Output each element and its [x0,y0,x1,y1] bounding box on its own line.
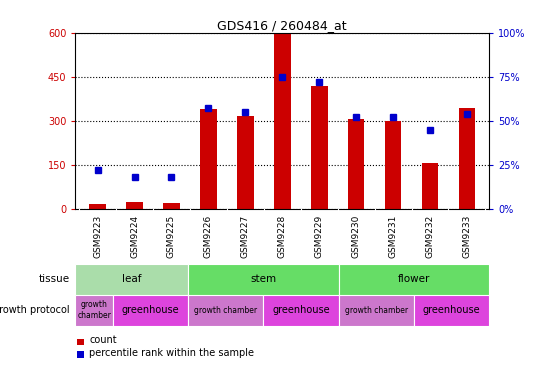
Bar [75,264,188,295]
Text: growth chamber: growth chamber [345,306,408,315]
Text: stem: stem [250,274,277,284]
Text: flower: flower [397,274,430,284]
Text: GSM9232: GSM9232 [425,214,434,258]
Text: GSM9233: GSM9233 [462,214,471,258]
Bar [458,108,475,209]
Bar [163,203,180,209]
Text: GSM9230: GSM9230 [352,214,361,258]
Bar [339,295,414,326]
Text: greenhouse: greenhouse [122,305,179,315]
Text: count: count [89,335,117,346]
Text: GSM9227: GSM9227 [241,214,250,258]
Bar [75,295,113,326]
Text: GSM9228: GSM9228 [278,214,287,258]
Text: percentile rank within the sample: percentile rank within the sample [89,348,254,358]
Text: leaf: leaf [122,274,141,284]
Bar [188,295,263,326]
Text: growth
chamber: growth chamber [77,300,111,320]
Bar [311,86,328,209]
Title: GDS416 / 260484_at: GDS416 / 260484_at [217,19,347,32]
Bar [263,295,339,326]
Bar [126,202,143,209]
Bar [237,116,254,209]
Bar [188,264,339,295]
Bar [89,204,106,209]
Text: greenhouse: greenhouse [272,305,330,315]
Bar [200,109,217,209]
Text: GSM9225: GSM9225 [167,214,176,258]
Text: growth protocol: growth protocol [0,305,70,315]
Text: GSM9223: GSM9223 [93,214,102,258]
Bar [339,264,489,295]
Text: greenhouse: greenhouse [423,305,480,315]
Text: GSM9231: GSM9231 [389,214,397,258]
Text: GSM9229: GSM9229 [315,214,324,258]
Text: GSM9224: GSM9224 [130,214,139,258]
Bar [348,119,364,209]
Text: GSM9226: GSM9226 [204,214,213,258]
Bar [414,295,489,326]
Bar [385,121,401,209]
Bar [421,163,438,209]
Text: tissue: tissue [39,274,70,284]
Bar [274,34,291,209]
Text: growth chamber: growth chamber [195,306,258,315]
Bar [113,295,188,326]
